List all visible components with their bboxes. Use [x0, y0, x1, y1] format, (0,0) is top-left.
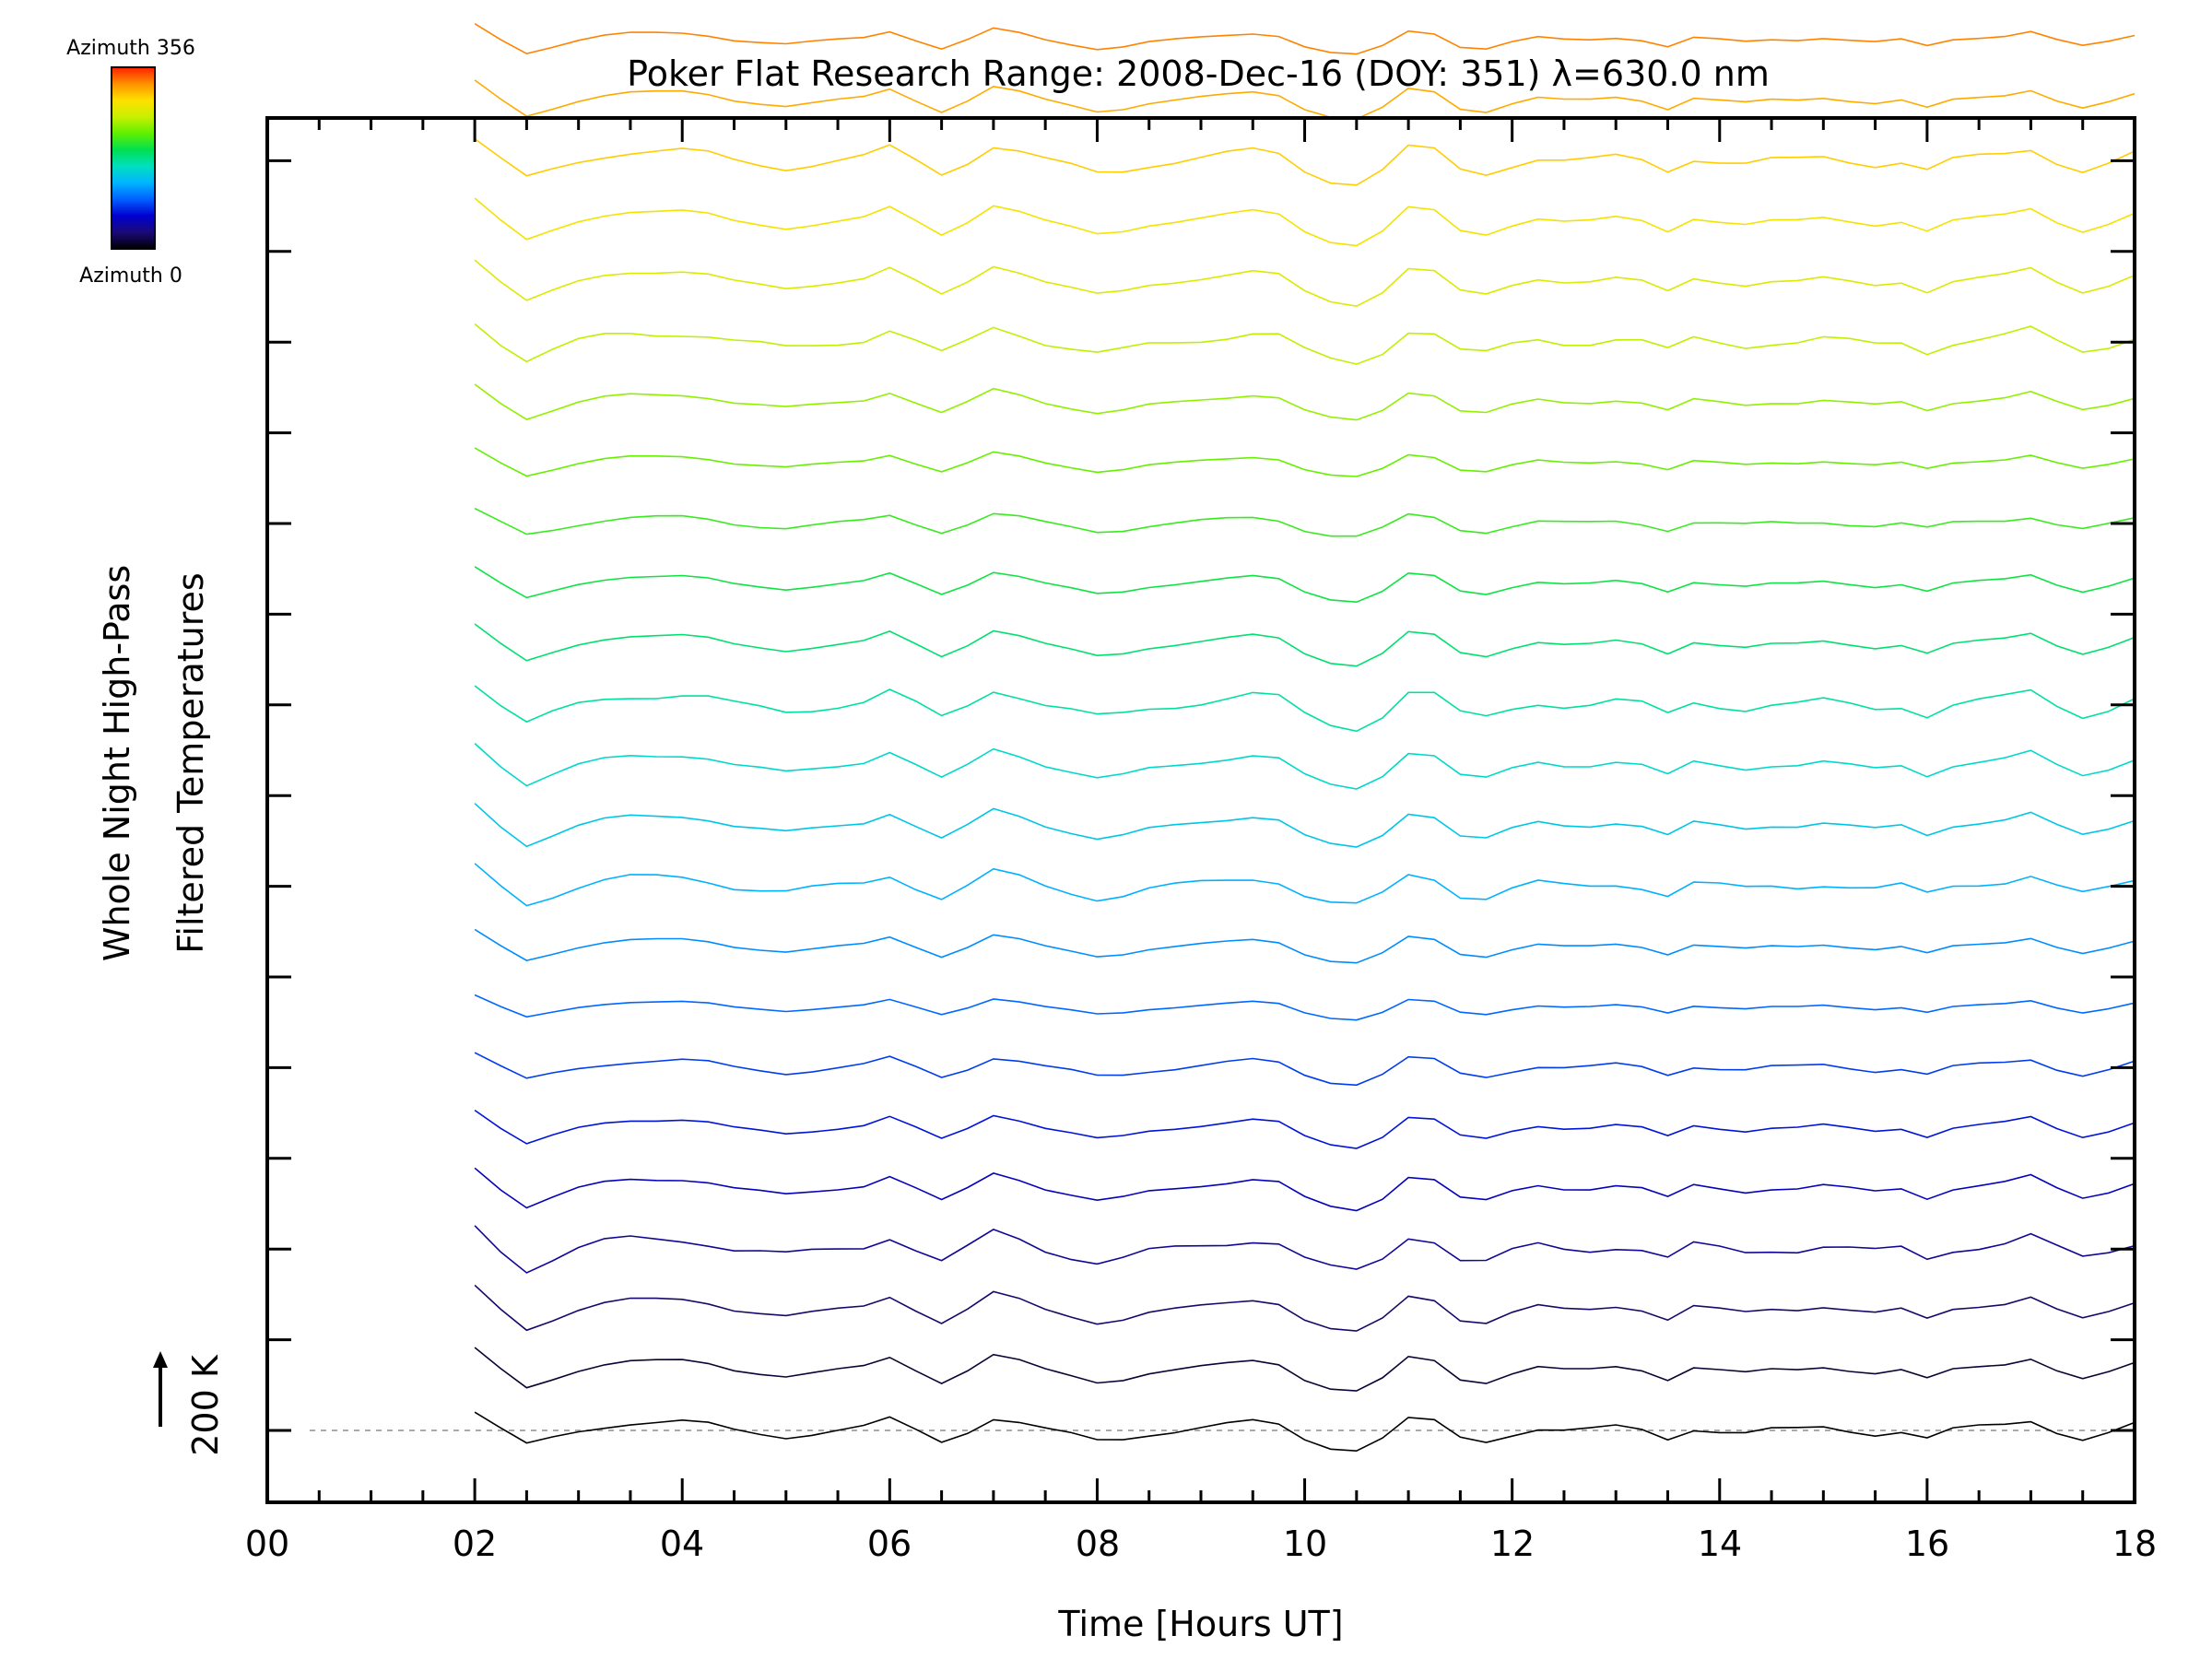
series-line: [474, 623, 2136, 667]
series-line: [474, 1052, 2136, 1087]
series-line: [474, 137, 2136, 186]
series-line: [474, 383, 2136, 421]
scale-arrow-head: [153, 1351, 168, 1368]
series-line: [474, 685, 2136, 733]
chart-title: Poker Flat Research Range: 2008-Dec-16 (…: [627, 53, 1770, 94]
colorbar: Azimuth 356 Azimuth 0: [66, 37, 195, 288]
series-line: [474, 1225, 2136, 1274]
series-line: [474, 1411, 2136, 1453]
series-layer: [474, 23, 2136, 1453]
x-axis-label: Time [Hours UT]: [1057, 1604, 1343, 1644]
x-tick-labels: 00 02 04 06 08 10 12 14 16 18: [245, 1524, 2157, 1564]
series-line: [474, 1109, 2136, 1149]
colorbar-top-label: Azimuth 356: [66, 37, 195, 60]
series-line: [474, 507, 2136, 537]
series-line: [474, 259, 2136, 308]
scale-label: 200 K: [185, 1354, 226, 1456]
x-tick-label: 06: [867, 1524, 912, 1564]
series-line: [474, 197, 2136, 247]
x-tick-label: 12: [1490, 1524, 1535, 1564]
series-line: [474, 743, 2136, 790]
plot-frame: [265, 116, 2136, 1504]
scale-indicator: 200 K: [153, 1351, 226, 1456]
x-tick-label: 16: [1905, 1524, 1949, 1564]
series-line: [474, 1347, 2136, 1392]
series-line: [474, 79, 2136, 120]
x-tick-label: 08: [1076, 1524, 1120, 1564]
x-tick-label: 10: [1283, 1524, 1327, 1564]
y-axis-label-line1: Whole Night High-Pass: [97, 565, 137, 961]
series-line: [474, 23, 2136, 55]
series-line: [474, 863, 2136, 907]
series-line: [474, 1167, 2136, 1212]
x-tick-label: 14: [1698, 1524, 1742, 1564]
series-line: [474, 803, 2136, 848]
x-tick-label: 18: [2112, 1524, 2157, 1564]
series-line: [474, 1284, 2136, 1332]
colorbar-bottom-label: Azimuth 0: [79, 265, 182, 288]
colorbar-strip: [111, 66, 156, 250]
series-line: [474, 323, 2136, 365]
tick-layer: [265, 118, 2136, 1502]
series-line: [474, 566, 2136, 604]
series-line: [474, 447, 2136, 477]
x-tick-label: 02: [453, 1524, 497, 1564]
y-axis-label-line2: Filtered Temperatures: [171, 572, 211, 953]
series-line: [474, 928, 2136, 964]
x-tick-label: 00: [245, 1524, 289, 1564]
series-line: [474, 994, 2136, 1021]
x-tick-label: 04: [660, 1524, 704, 1564]
